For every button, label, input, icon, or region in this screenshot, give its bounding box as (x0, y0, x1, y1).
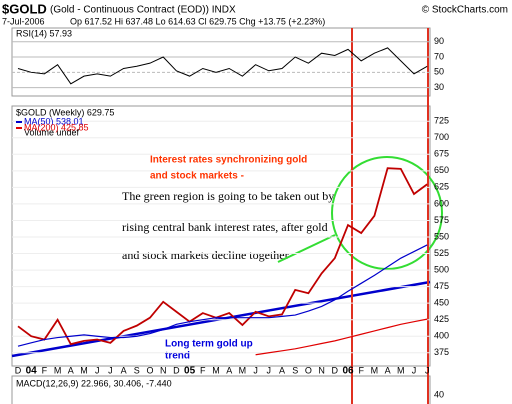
x-tick-label: 05 (184, 366, 196, 377)
ma-line (17, 244, 428, 347)
rsi-label: RSI(14) 57.93 (16, 28, 72, 38)
y-tick-label: 500 (434, 264, 449, 274)
y-tick-label: 650 (434, 165, 449, 175)
x-tick-label: M (80, 365, 88, 375)
annotation: The green region is going to be taken ou… (122, 189, 334, 203)
y-tick-label: 600 (434, 198, 449, 208)
x-tick-label: J (412, 365, 417, 375)
x-tick-label: J (253, 365, 258, 375)
y-tick-label: 700 (434, 132, 449, 142)
x-tick-label: J (425, 365, 430, 375)
annotation: and stock markets - (150, 171, 244, 182)
date: 7-Jul-2006 (2, 16, 45, 26)
trendline (11, 280, 431, 358)
y-tick-label: 550 (434, 231, 449, 241)
x-tick-label: J (95, 365, 100, 375)
title: $GOLD (2, 1, 47, 16)
y-tick-label: 575 (434, 215, 449, 225)
quote: Op 617.52 Hi 637.48 Lo 614.63 Cl 629.75 … (70, 16, 325, 26)
y-tick-label: 70 (434, 51, 444, 61)
x-tick-label: 04 (26, 366, 38, 377)
x-tick-label: M (397, 365, 405, 375)
y-tick-label: 375 (434, 347, 449, 357)
x-tick-label: F (200, 365, 206, 375)
x-tick-label: A (226, 365, 232, 375)
y-tick-label: 90 (434, 36, 444, 46)
x-tick-label: J (267, 365, 272, 375)
rsi-line (17, 47, 428, 85)
legend-main: $GOLD (Weekly) 629.75 (16, 107, 114, 117)
y-tick-label: 475 (434, 281, 449, 291)
annotation: rising central bank interest rates, afte… (122, 220, 328, 234)
ma-line (255, 318, 428, 356)
rsi-panel (11, 27, 431, 97)
x-tick-label: A (68, 365, 74, 375)
annotation: trend (165, 351, 190, 362)
y-tick-label: 725 (434, 116, 449, 126)
x-tick-label: O (305, 365, 312, 375)
x-tick-label: N (318, 365, 325, 375)
y-tick-label: 525 (434, 248, 449, 258)
x-tick-label: D (15, 365, 22, 375)
x-tick-label: F (358, 365, 364, 375)
x-tick-label: O (146, 365, 153, 375)
x-tick-label: A (279, 365, 285, 375)
x-tick-label: D (173, 365, 180, 375)
y-tick-label: 50 (434, 67, 444, 77)
y-tick-label: 625 (434, 182, 449, 192)
green-region (331, 156, 443, 270)
x-tick-label: D (332, 365, 339, 375)
annotation: Long term gold up (165, 339, 253, 350)
x-tick-label: S (134, 365, 140, 375)
copyright: © StockCharts.com (422, 5, 508, 16)
y-tick-label: 450 (434, 298, 449, 308)
macd-panel (11, 375, 431, 404)
x-tick-label: A (121, 365, 127, 375)
y-tick-label: 400 (434, 331, 449, 341)
price-panel (11, 105, 431, 367)
x-tick-label: M (212, 365, 220, 375)
annotation: Interest rates synchronizing gold (150, 155, 307, 166)
x-tick-label: A (385, 365, 391, 375)
x-tick-label: M (54, 365, 62, 375)
y-tick-label: 425 (434, 314, 449, 324)
x-tick-label: 06 (342, 366, 354, 377)
x-tick-label: S (292, 365, 298, 375)
arrow-line (277, 234, 336, 263)
subtitle: (Gold - Continuous Contract (EOD)) INDX (50, 5, 236, 16)
y-tick-label: 40 (434, 389, 444, 399)
x-tick-label: M (239, 365, 247, 375)
legend-entry: MA(50) 538.01 (24, 116, 84, 126)
x-tick-label: J (108, 365, 113, 375)
price-line (17, 167, 428, 346)
x-tick-label: N (160, 365, 167, 375)
annotation: and stock markets decline together (122, 248, 289, 262)
x-tick-label: F (42, 365, 48, 375)
macd-label: MACD(12,26,9) 22.966, 30.406, -7.440 (16, 378, 172, 388)
legend-volume: Volume undef (24, 127, 80, 137)
x-tick-label: M (371, 365, 379, 375)
y-tick-label: 30 (434, 82, 444, 92)
legend-entry: MA(200) 425.85 (24, 122, 89, 132)
y-tick-label: 675 (434, 149, 449, 159)
